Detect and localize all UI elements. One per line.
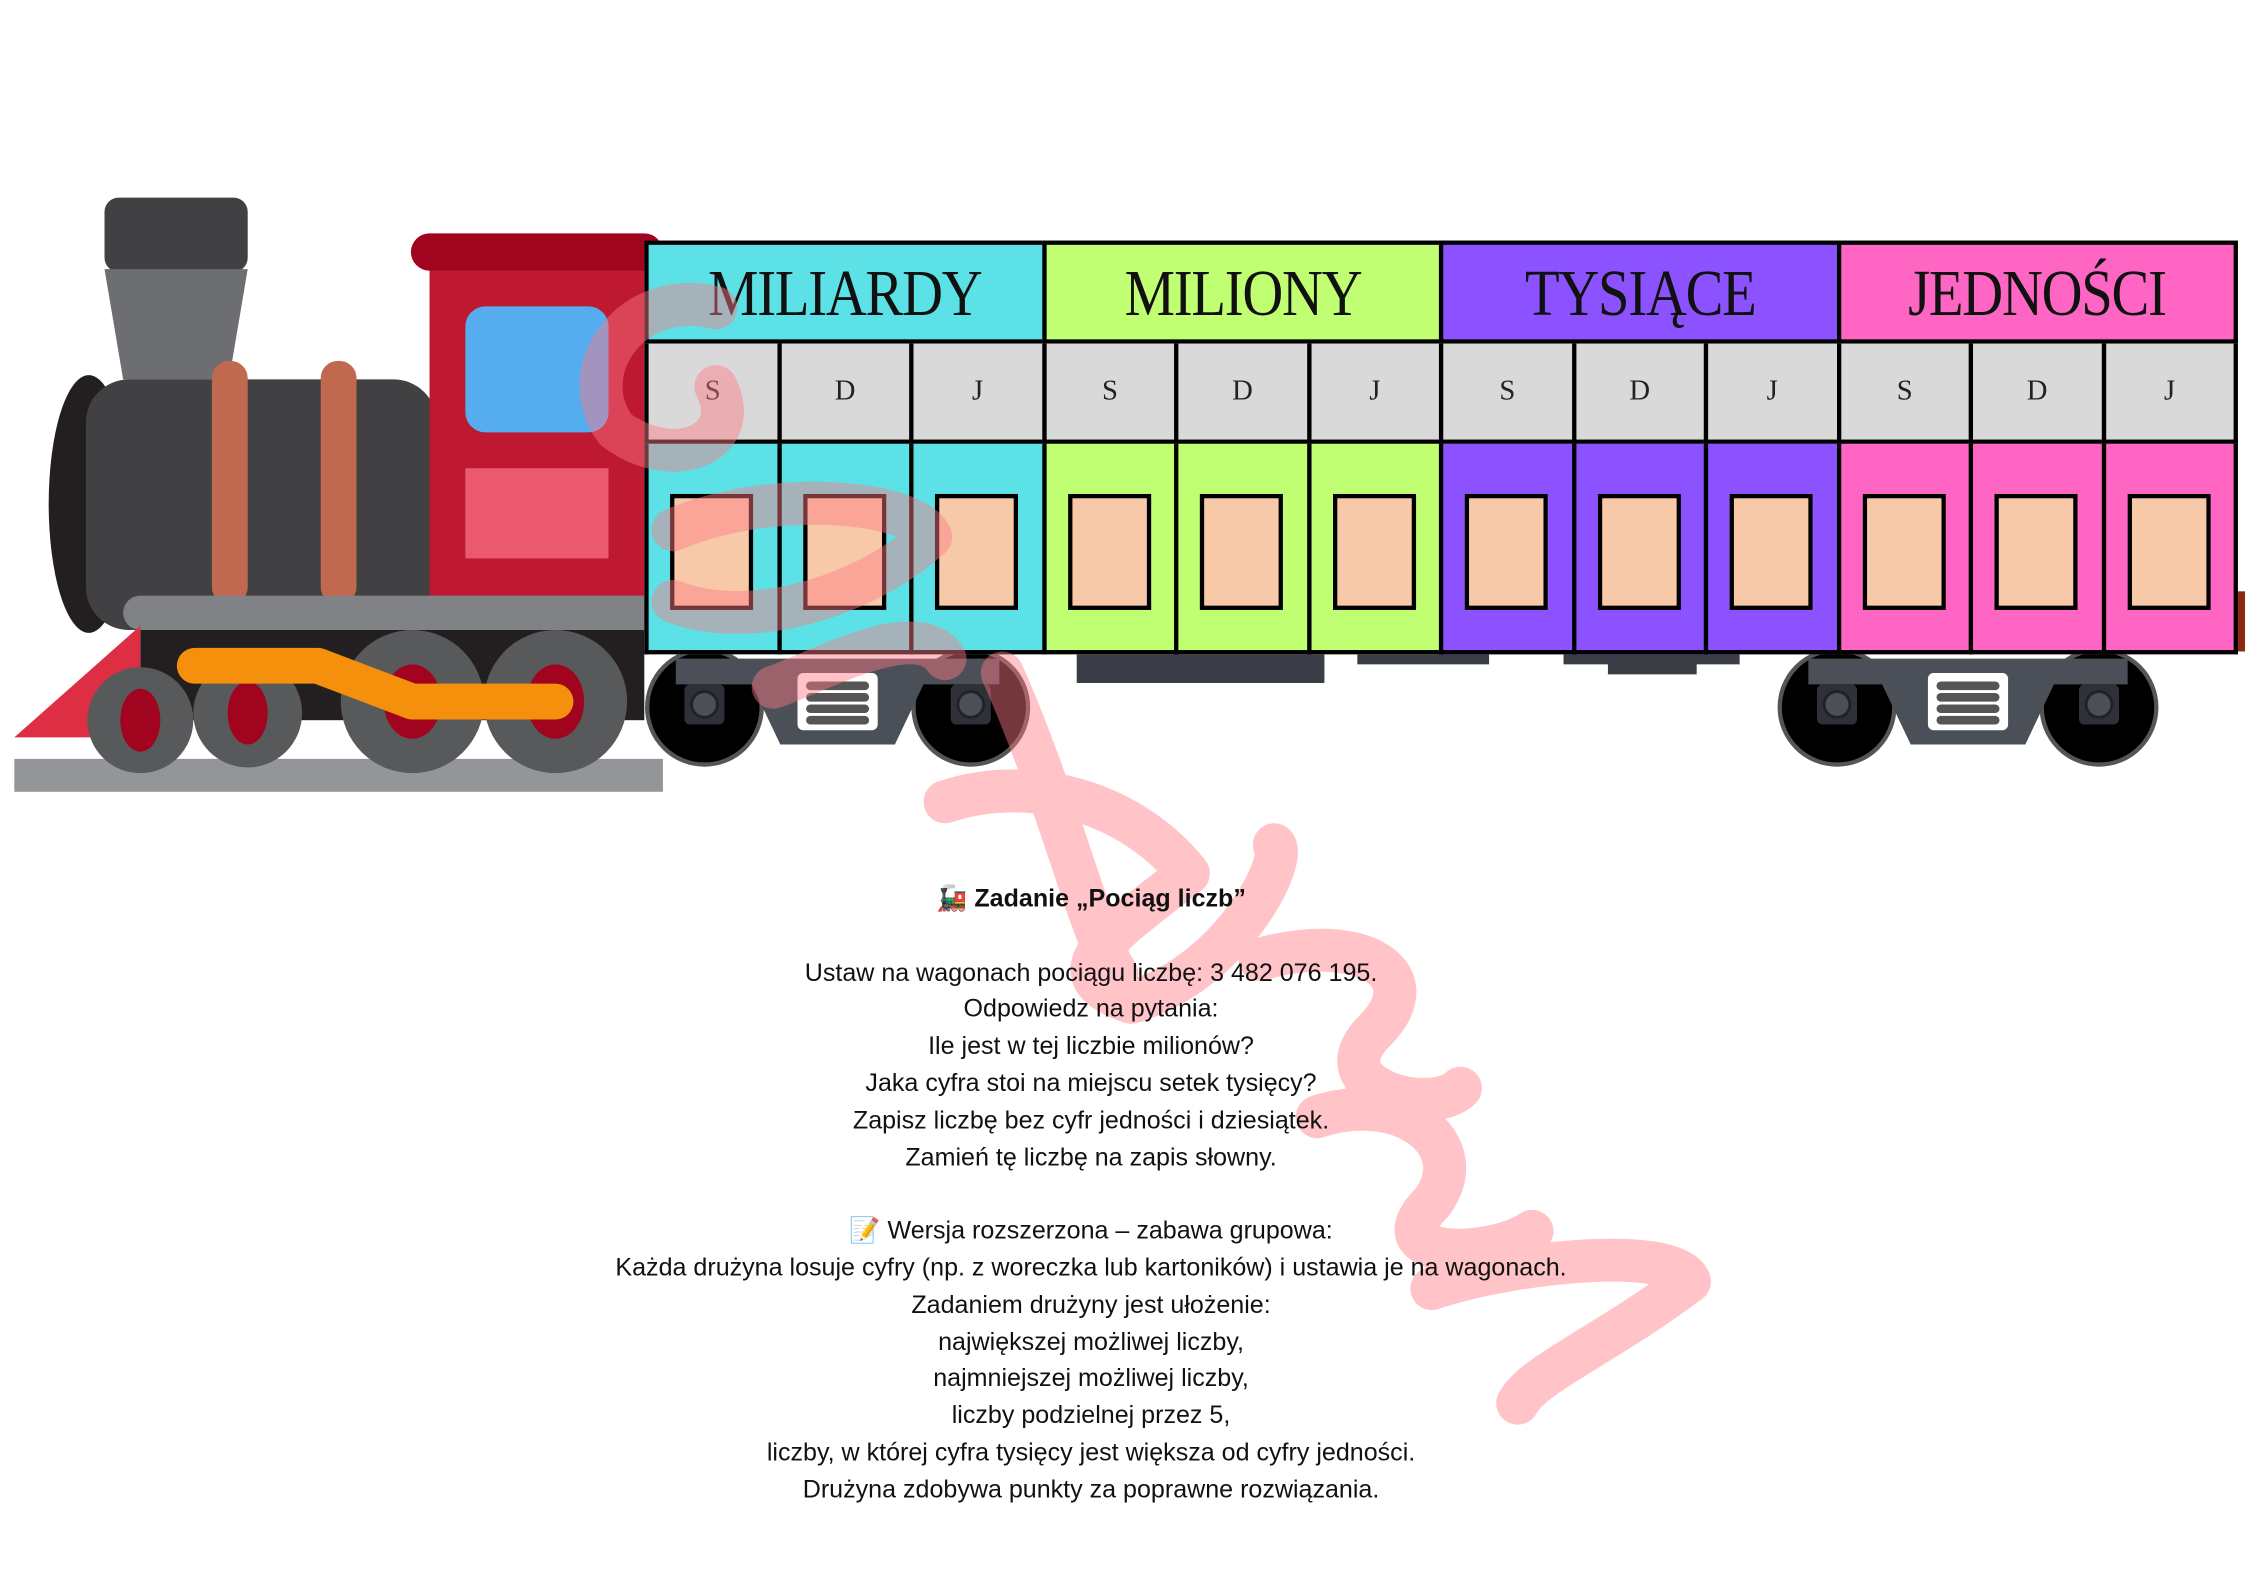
place-label-s: S — [1438, 343, 1576, 444]
extended-title-text: Wersja rozszerzona – zabawa grupowa: — [887, 1215, 1333, 1245]
digit-cell — [1306, 443, 1444, 655]
extended-line: Drużyna zdobywa punkty za poprawne rozwi… — [802, 1474, 1380, 1504]
extended-line: największej możliwej liczby, — [938, 1326, 1244, 1356]
extended-line: liczby podzielnej przez 5, — [951, 1400, 1231, 1430]
digit-cell — [2101, 443, 2238, 655]
car-header-miliardy: MILIARDY — [644, 240, 1046, 344]
task-title-text: Zadanie „Pociąg liczb” — [974, 883, 1246, 913]
digit-slot[interactable] — [1199, 493, 1283, 610]
digit-cell — [776, 443, 914, 655]
digit-slot[interactable] — [1729, 493, 1813, 610]
place-label-s: S — [644, 343, 782, 444]
digit-slot[interactable] — [1994, 493, 2078, 610]
digit-cell — [909, 443, 1046, 655]
car-label: MILIARDY — [708, 255, 983, 329]
extended-line: liczby, w której cyfra tysięcy jest więk… — [766, 1437, 1416, 1467]
digit-cell — [1041, 443, 1179, 655]
digit-slot[interactable] — [802, 493, 886, 610]
place-label-j: J — [2101, 343, 2238, 444]
undercarriage — [1076, 591, 2245, 683]
task-line: Zamień tę liczbę na zapis słowny. — [905, 1141, 1277, 1171]
digit-slot[interactable] — [2126, 493, 2210, 610]
place-label-s: S — [1041, 343, 1179, 444]
digit-cell — [1836, 443, 1974, 655]
task-line: Ile jest w tej liczbie milionów? — [928, 1031, 1254, 1060]
car-label: JEDNOŚCI — [1908, 255, 2167, 329]
car-header-jednosci: JEDNOŚCI — [1836, 240, 2238, 344]
locomotive-icon — [14, 197, 663, 792]
bogie-wheels — [1777, 647, 2159, 767]
extended-line: Każda drużyna losuje cyfry (np. z worecz… — [615, 1252, 1567, 1282]
digit-cell — [1703, 443, 1841, 655]
place-label-d: D — [776, 343, 914, 444]
place-label-j: J — [1703, 343, 1841, 444]
digit-cell — [1571, 443, 1709, 655]
place-label-s: S — [1836, 343, 1974, 444]
task-line: Ustaw na wagonach pociągu liczbę: 3 482 … — [804, 957, 1378, 986]
place-label-j: J — [909, 343, 1046, 444]
digit-slot[interactable] — [1862, 493, 1946, 610]
digit-slot[interactable] — [1464, 493, 1548, 610]
digit-cell — [1968, 443, 2106, 655]
task-line: Odpowiedz na pytania: — [963, 994, 1219, 1023]
memo-icon: 📝 — [849, 1215, 881, 1245]
task-text: 🚂 Zadanie „Pociąg liczb” Ustaw na wagona… — [375, 881, 1807, 1509]
digit-slot[interactable] — [934, 493, 1019, 610]
car-header-tysiace: TYSIĄCE — [1438, 240, 1841, 344]
digit-cell — [644, 443, 782, 655]
digit-slot[interactable] — [1067, 493, 1151, 610]
digit-slot[interactable] — [1332, 493, 1416, 610]
digit-slot[interactable] — [670, 493, 754, 610]
digit-cell — [1174, 443, 1311, 655]
car-label: MILIONY — [1124, 255, 1362, 329]
digit-slot[interactable] — [1597, 493, 1681, 610]
place-label-d: D — [1174, 343, 1311, 444]
place-label-d: D — [1968, 343, 2106, 444]
place-label-j: J — [1306, 343, 1444, 444]
bogie-wheels — [645, 647, 1031, 767]
task-line: Jaka cyfra stoi na miejscu setek tysięcy… — [865, 1068, 1317, 1097]
extended-line: Zadaniem drużyny jest ułożenie: — [911, 1289, 1271, 1319]
car-header-miliony: MILIONY — [1041, 240, 1444, 344]
digit-cell — [1438, 443, 1576, 655]
place-label-d: D — [1571, 343, 1709, 444]
extended-line: najmniejszej możliwej liczby, — [933, 1363, 1249, 1393]
extended-title: 📝 Wersja rozszerzona – zabawa grupowa: — [375, 1213, 1807, 1250]
car-label: TYSIĄCE — [1524, 255, 1756, 329]
task-line: Zapisz liczbę bez cyfr jedności i dziesi… — [852, 1105, 1330, 1134]
train-icon: 🚂 — [936, 883, 968, 913]
task-title: 🚂 Zadanie „Pociąg liczb” — [375, 881, 1807, 918]
